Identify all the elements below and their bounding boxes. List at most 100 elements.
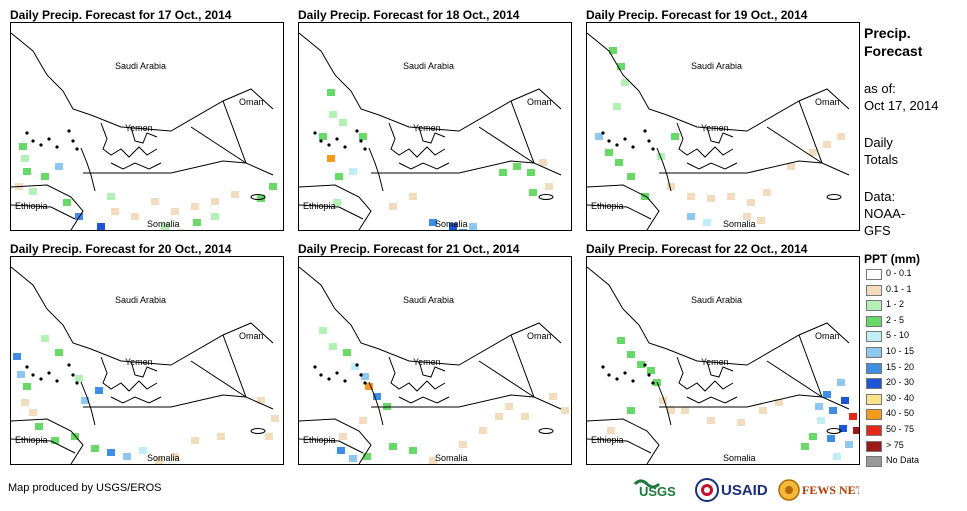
precip-cell <box>757 217 765 224</box>
border-line <box>299 418 372 464</box>
map-label-ethiopia: Ethiopia <box>591 201 624 211</box>
border-line <box>659 160 823 174</box>
border-line <box>659 394 823 408</box>
island-dot <box>647 139 651 143</box>
island-dot <box>363 381 367 385</box>
precip-cell <box>191 203 199 210</box>
precip-cell <box>759 407 767 414</box>
legend-label: 1 - 2 <box>886 299 905 310</box>
precip-cell <box>343 349 351 356</box>
border-line <box>11 184 84 230</box>
precip-cell <box>373 393 381 400</box>
map: Saudi Arabia Oman Yemen Ethiopia Somalia <box>10 22 284 231</box>
island-dot <box>363 147 367 151</box>
island-dot <box>631 145 635 149</box>
island-dot <box>25 131 29 135</box>
map-svg <box>587 266 859 464</box>
precip-cell <box>23 383 31 390</box>
precip-cell <box>319 327 327 334</box>
precip-cell <box>737 419 745 426</box>
precip-cell <box>265 433 273 440</box>
precip-cell <box>657 153 665 160</box>
precip-cell <box>539 159 547 166</box>
border-line <box>766 360 823 398</box>
border-line <box>190 360 247 398</box>
panel-title: Daily Precip. Forecast for 19 Oct., 2014 <box>586 8 808 22</box>
precip-cell <box>787 163 795 170</box>
island-dot <box>313 131 317 135</box>
border-line <box>398 162 450 170</box>
island-dot <box>67 363 71 367</box>
as-of-date: as of: Oct 17, 2014 <box>864 81 939 113</box>
island-dot <box>647 373 651 377</box>
border-line <box>686 162 738 170</box>
map: Saudi Arabia Oman Yemen Ethiopia Somalia <box>298 256 572 465</box>
border-line <box>83 394 247 408</box>
border-line <box>11 204 76 220</box>
legend-swatch <box>866 440 882 452</box>
precip-cell <box>155 457 163 464</box>
map-label-oman: Oman <box>527 331 552 341</box>
border-line <box>299 32 562 132</box>
island-dot <box>623 371 627 375</box>
legend-item: 30 - 40 <box>864 392 964 407</box>
border-line <box>130 360 158 378</box>
precip-cell <box>845 441 853 448</box>
map-label-ethiopia: Ethiopia <box>15 201 48 211</box>
precip-cell <box>849 413 857 420</box>
precip-cell <box>613 103 621 110</box>
map-label-yemen: Yemen <box>413 357 441 367</box>
precip-cell <box>329 111 337 118</box>
precip-cell <box>743 213 751 220</box>
precip-cell <box>833 453 841 460</box>
legend-label: > 75 <box>886 439 904 450</box>
precip-cell <box>111 208 119 215</box>
precip-cell <box>269 183 277 190</box>
precip-cell <box>853 427 859 434</box>
island-dot <box>343 379 347 383</box>
border-line <box>587 438 652 454</box>
usaid-logo: USAID <box>721 476 775 504</box>
island-dot <box>343 145 347 149</box>
island-dot <box>359 373 363 377</box>
precip-cell <box>841 397 849 404</box>
map-label-saudi: Saudi Arabia <box>691 295 743 305</box>
precip-cell <box>71 433 79 440</box>
border-line <box>190 126 247 164</box>
precip-cell <box>29 409 37 416</box>
map-label-saudi: Saudi Arabia <box>403 61 455 71</box>
panel-title: Daily Precip. Forecast for 22 Oct., 2014 <box>586 242 808 256</box>
precip-cell <box>429 219 437 226</box>
precip-cell <box>365 383 373 390</box>
precip-cell <box>171 208 179 215</box>
precip-cell <box>97 223 105 230</box>
panel-title: Daily Precip. Forecast for 18 Oct., 2014 <box>298 8 520 22</box>
precip-cell <box>327 155 335 162</box>
precip-cell <box>257 397 265 404</box>
precip-cell <box>667 183 675 190</box>
precip-cell <box>801 443 809 450</box>
legend-item: 15 - 20 <box>864 361 964 376</box>
border-line <box>587 184 660 230</box>
island-dot <box>47 137 51 141</box>
border-line <box>418 360 446 378</box>
border-line <box>371 160 535 174</box>
island-dot <box>67 129 71 133</box>
legend-item: No Data <box>864 454 964 469</box>
border-line <box>222 334 274 410</box>
precip-cell <box>339 119 347 126</box>
legend-swatch <box>866 284 882 296</box>
island-dot <box>55 145 59 149</box>
map: Saudi Arabia Oman Yemen Ethiopia Somalia <box>298 22 572 231</box>
socotra-island <box>250 428 266 434</box>
precip-cell <box>131 213 139 220</box>
precip-cell <box>815 403 823 410</box>
border-line <box>587 32 850 132</box>
precip-cell <box>41 173 49 180</box>
precip-cell <box>107 193 115 200</box>
border-line <box>100 122 158 158</box>
island-dot <box>327 377 331 381</box>
svg-text:FEWS NET: FEWS NET <box>802 483 859 497</box>
border-line <box>83 160 247 174</box>
precip-cell <box>707 417 715 424</box>
